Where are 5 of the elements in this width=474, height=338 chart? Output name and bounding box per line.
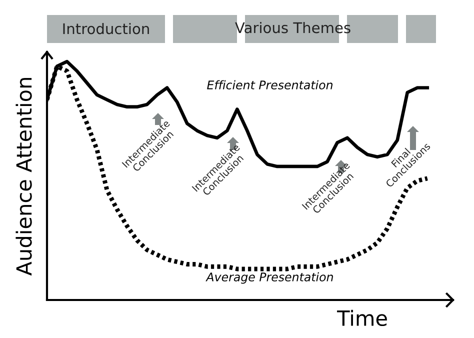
x-axis-title: Time (337, 310, 387, 326)
series-label: Average Presentation (206, 272, 333, 284)
text: Efficient Presentation (207, 80, 332, 90)
y-axis-title: Audience Attention (16, 78, 32, 276)
text: Introduction (63, 22, 149, 34)
